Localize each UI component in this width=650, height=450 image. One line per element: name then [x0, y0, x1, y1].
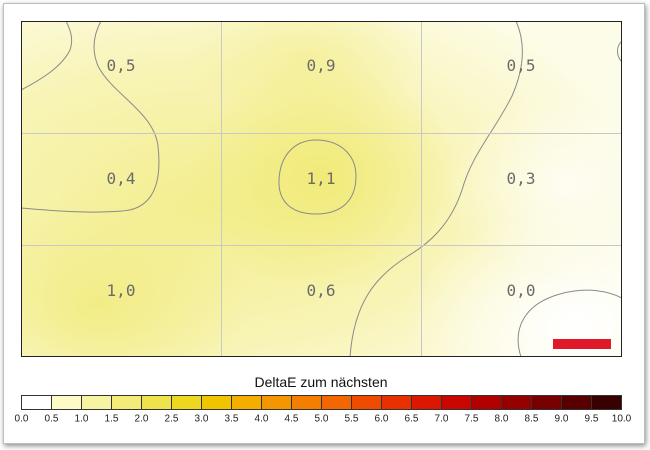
contour-center	[278, 139, 357, 215]
legend-swatch	[441, 395, 472, 410]
legend-swatch	[201, 395, 232, 410]
heat-spot-bottom-left	[21, 194, 249, 357]
legend-swatch	[381, 395, 412, 410]
cell-label-r0c0: 0,5	[107, 56, 136, 75]
heatmap-plot: 0,5 0,9 0,5 0,4 1,1 0,3 1,0 0,6 0,0	[21, 21, 622, 357]
legend-tick-label: 8.0	[495, 414, 509, 425]
legend-tick-label: 6.5	[405, 414, 419, 425]
legend-tick-label: 5.0	[315, 414, 329, 425]
contour-left	[21, 21, 160, 213]
legend-tick-label: 4.5	[285, 414, 299, 425]
legend-tick-label: 0.5	[45, 414, 59, 425]
legend-tick-label: 7.5	[465, 414, 479, 425]
cell-label-r1c2: 0,3	[507, 169, 536, 188]
legend-swatch	[471, 395, 502, 410]
cell-label-r0c1: 0,9	[307, 56, 336, 75]
contour-top-right	[617, 40, 622, 63]
legend-tick-label: 7.0	[435, 414, 449, 425]
chart-frame: 0,5 0,9 0,5 0,4 1,1 0,3 1,0 0,6 0,0 Delt…	[3, 3, 645, 444]
legend-tick-label: 9.5	[585, 414, 599, 425]
red-marker	[553, 339, 611, 349]
contour-right	[349, 21, 523, 357]
legend-swatch	[531, 395, 562, 410]
grid-lines	[21, 21, 622, 357]
legend-swatch	[321, 395, 352, 410]
legend-swatch	[141, 395, 172, 410]
legend-swatch	[591, 395, 622, 410]
cell-label-r1c1: 1,1	[307, 169, 336, 188]
chart-svg: 0,5 0,9 0,5 0,4 1,1 0,3 1,0 0,6 0,0 Delt…	[15, 21, 632, 425]
legend-swatch	[81, 395, 112, 410]
legend-swatch	[291, 395, 322, 410]
legend-tick-label: 2.5	[165, 414, 179, 425]
legend-swatch	[411, 395, 442, 410]
cell-label-r2c2: 0,0	[507, 281, 536, 300]
legend-swatch	[21, 395, 52, 410]
cool-spot-right	[444, 94, 622, 274]
legend-tick-label: 1.5	[105, 414, 119, 425]
cell-label-r0c2: 0,5	[507, 56, 536, 75]
cell-label-r2c0: 1,0	[107, 281, 136, 300]
legend-tick-label: 3.0	[195, 414, 209, 425]
legend-tick-label: 8.5	[525, 414, 539, 425]
legend-tick-label: 5.5	[345, 414, 359, 425]
heat-spot-top-center	[189, 21, 429, 129]
cell-label-r1c0: 0,4	[107, 169, 136, 188]
contour-bottom-right	[517, 289, 622, 357]
legend-swatch	[561, 395, 592, 410]
legend-tick-label: 0.0	[15, 414, 29, 425]
legend-swatch	[501, 395, 532, 410]
legend-title: DeltaE zum nächsten	[254, 374, 387, 390]
legend-tick-label: 4.0	[255, 414, 269, 425]
legend-tick-label: 9.0	[555, 414, 569, 425]
legend-swatch	[351, 395, 382, 410]
legend-ticks: 0.0 0.5 1.0 1.5 2.0 2.5 3.0 3.5 4.0 4.5 5.0 5.5 6.0 6…	[15, 395, 632, 425]
legend-tick-label: 1.0	[75, 414, 89, 425]
legend: DeltaE zum nächsten 0.0 0.5 1.0 1.5 2.0 2.5 3.…	[15, 374, 632, 425]
legend-swatch	[261, 395, 292, 410]
legend-tick-label: 10.0	[612, 414, 632, 425]
contour-top-left	[21, 21, 73, 91]
cell-label-r2c1: 0,6	[307, 281, 336, 300]
legend-swatch	[231, 395, 262, 410]
legend-swatch	[51, 395, 82, 410]
legend-tick-label: 2.0	[135, 414, 149, 425]
legend-tick-label: 6.0	[375, 414, 389, 425]
legend-tick-label: 3.5	[225, 414, 239, 425]
legend-swatch	[171, 395, 202, 410]
legend-swatch	[111, 395, 142, 410]
legend-swatches	[21, 395, 622, 410]
plot-border	[21, 21, 622, 357]
